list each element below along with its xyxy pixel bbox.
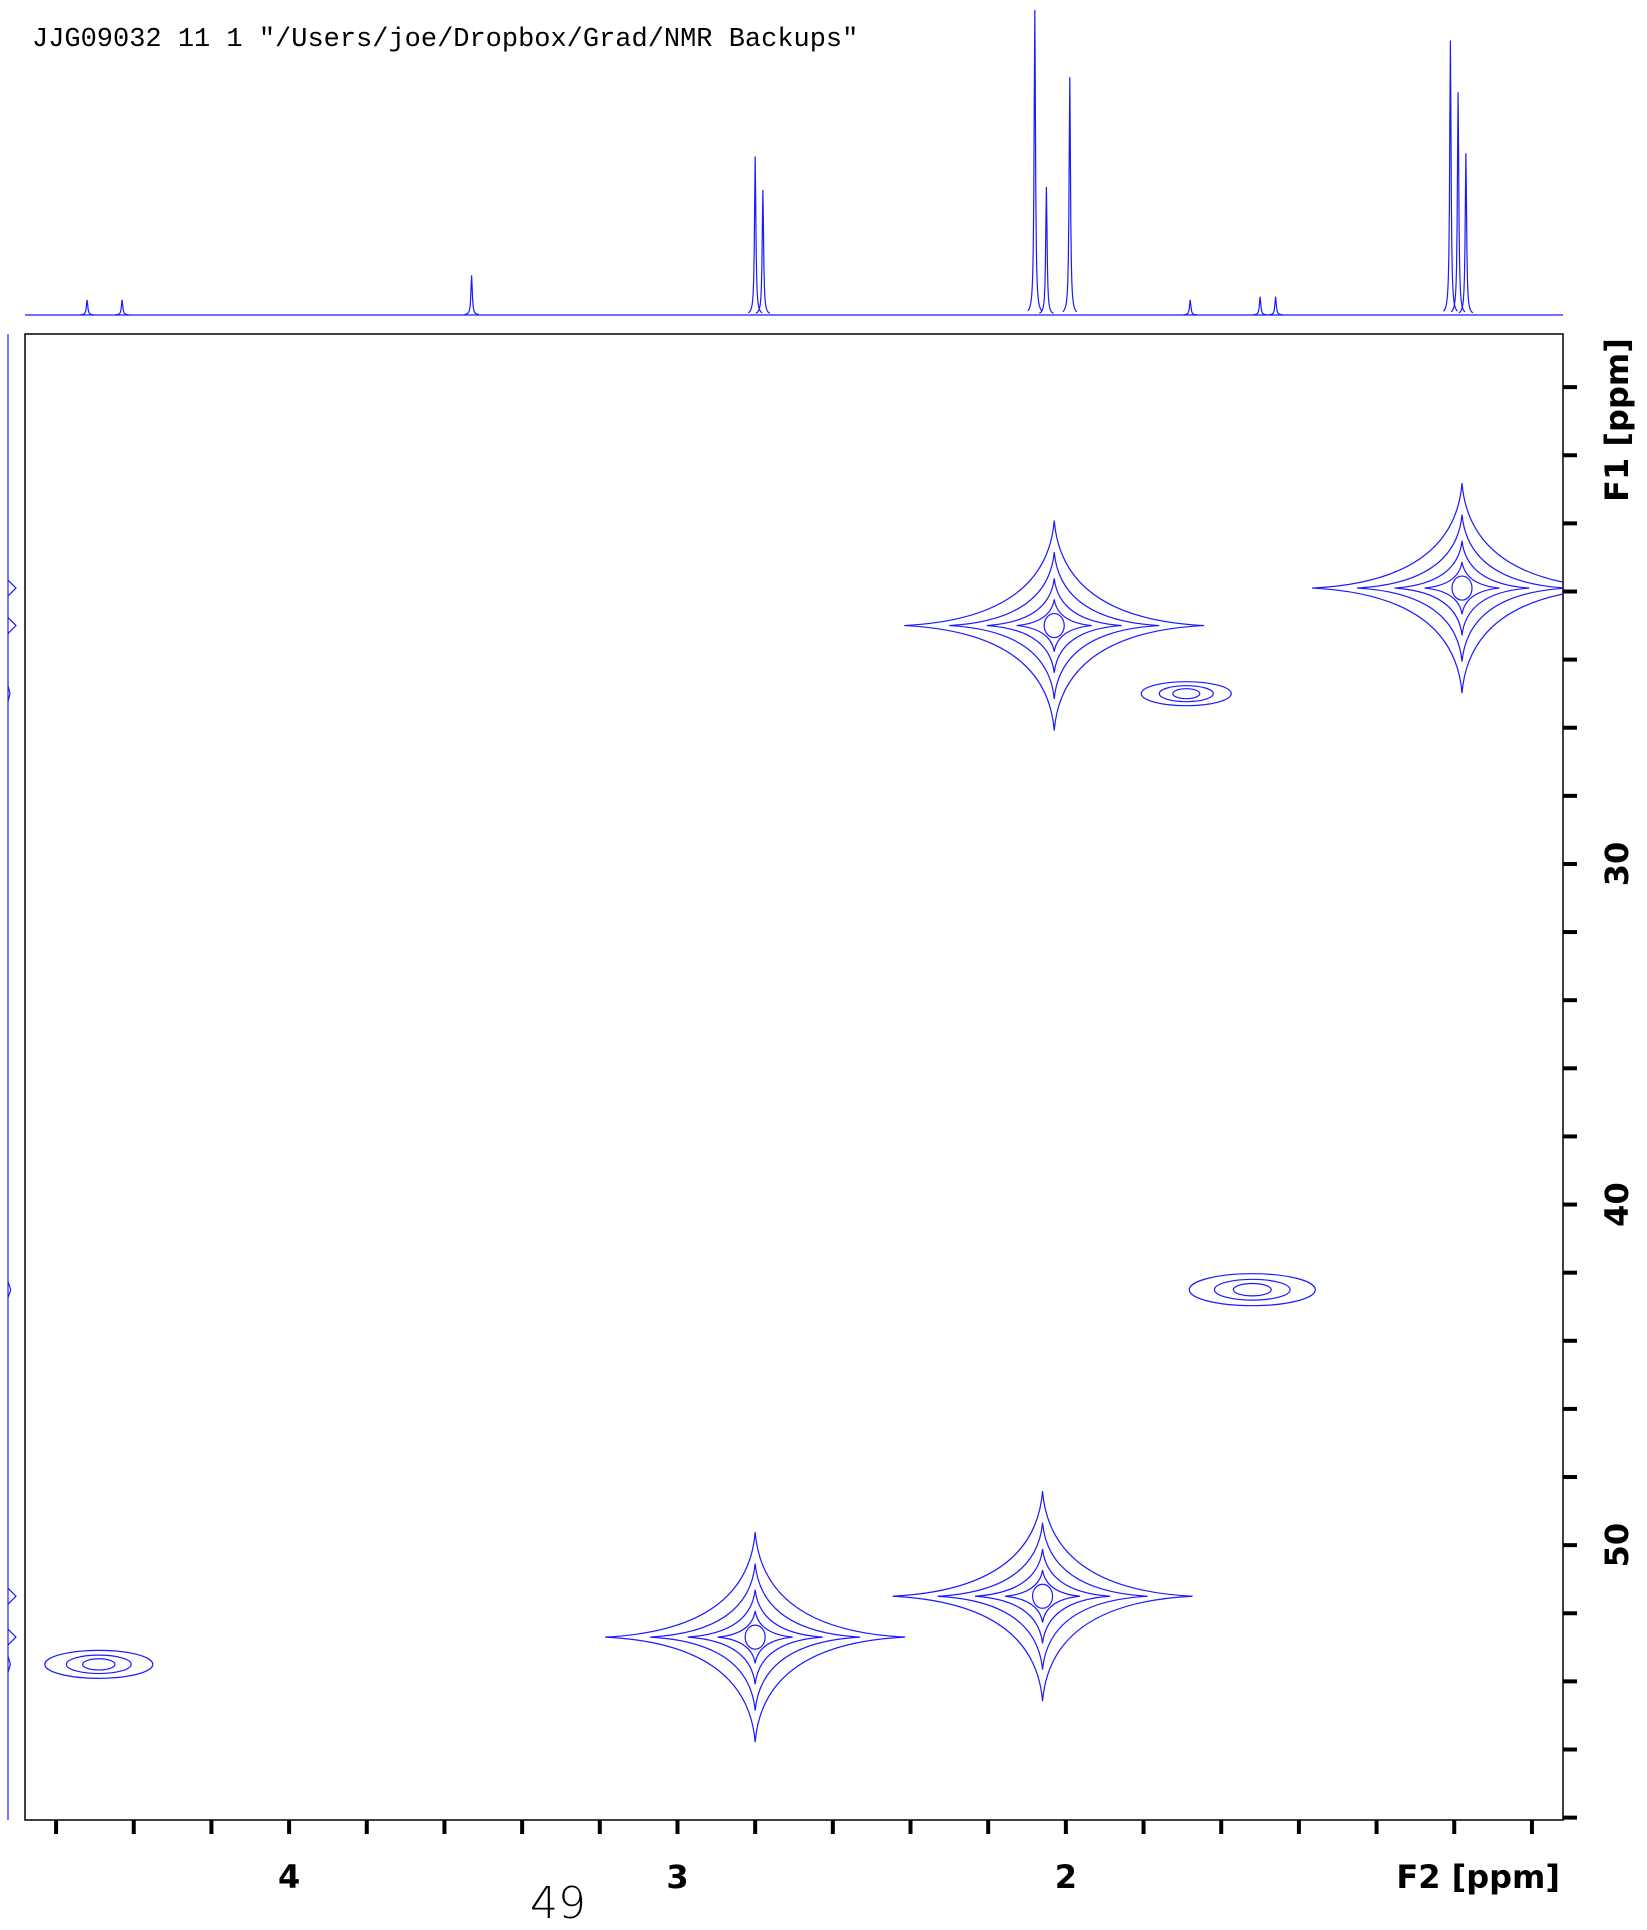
projection-peak bbox=[464, 275, 479, 316]
projection-peak bbox=[115, 299, 130, 316]
contour-level bbox=[949, 551, 1160, 700]
contour-level bbox=[650, 1563, 861, 1711]
contour-level bbox=[975, 1548, 1111, 1644]
x-axis-label: F2 [ppm] bbox=[1396, 1858, 1560, 1896]
y-tick-label: 30 bbox=[1598, 842, 1636, 887]
contour-level bbox=[1232, 1282, 1272, 1297]
f1-projection-peak bbox=[7, 617, 17, 634]
projection-peak bbox=[1268, 296, 1283, 316]
contour-level bbox=[1311, 483, 1563, 694]
x-tick-label: 4 bbox=[278, 1858, 300, 1896]
cross-peak bbox=[1140, 681, 1232, 707]
projection-peak bbox=[1450, 92, 1466, 313]
cross-peak bbox=[605, 1532, 906, 1743]
contour-core bbox=[1043, 612, 1065, 639]
projection-peak bbox=[1458, 153, 1474, 314]
contour-level bbox=[1356, 514, 1563, 662]
contour-level bbox=[1213, 1278, 1291, 1301]
f1-projection-peak bbox=[7, 579, 17, 597]
contour-level bbox=[904, 520, 1205, 731]
projection-peak bbox=[1183, 299, 1198, 316]
projection-peak bbox=[1252, 296, 1268, 316]
contour-level bbox=[892, 1491, 1193, 1702]
x-tick-label: 3 bbox=[666, 1858, 688, 1896]
contour-level bbox=[1172, 688, 1201, 700]
contour-level bbox=[1140, 681, 1232, 707]
y-tick-label: 40 bbox=[1598, 1182, 1636, 1227]
contour-level bbox=[1016, 599, 1092, 652]
cross-peak bbox=[892, 1491, 1193, 1702]
f1-projection-peak bbox=[7, 1628, 17, 1646]
contours bbox=[44, 483, 1563, 1743]
contour-level bbox=[1424, 561, 1500, 615]
projection-peak bbox=[1442, 40, 1458, 312]
contour-level bbox=[1394, 540, 1530, 636]
projection-peak bbox=[80, 299, 95, 316]
plot-frame bbox=[24, 333, 1564, 1821]
f1-projection-peak bbox=[7, 1587, 17, 1605]
f1-projection-peak bbox=[7, 685, 11, 702]
f1-projection-peak bbox=[7, 1656, 12, 1673]
f1-projection-peak bbox=[7, 1281, 12, 1298]
x-tick-label: 2 bbox=[1055, 1858, 1077, 1896]
contour-level bbox=[1188, 1273, 1316, 1307]
cross-peak bbox=[1311, 483, 1563, 694]
projection-peak bbox=[755, 189, 771, 314]
contour-level bbox=[65, 1654, 132, 1675]
projection-peak bbox=[1027, 9, 1043, 312]
projection-peak bbox=[1062, 77, 1078, 313]
contour-core bbox=[744, 1624, 766, 1650]
cross-peak bbox=[904, 520, 1205, 731]
contour-level bbox=[81, 1658, 116, 1671]
page-number: 49 bbox=[530, 1878, 586, 1929]
y-tick-label: 50 bbox=[1598, 1523, 1636, 1568]
y-axis-label: F1 [ppm] bbox=[1598, 338, 1636, 502]
cross-peak bbox=[44, 1649, 154, 1679]
contour-core bbox=[1451, 575, 1473, 601]
contour-level bbox=[986, 578, 1122, 673]
projection-peak bbox=[747, 156, 763, 314]
title: JJG09032 11 1 "/Users/joe/Dropbox/Grad/N… bbox=[32, 25, 858, 55]
contour-level bbox=[605, 1532, 906, 1743]
contour-core bbox=[1031, 1583, 1054, 1609]
projection-peak bbox=[1039, 186, 1054, 314]
contour-level bbox=[1005, 1569, 1081, 1623]
contour-level bbox=[1158, 685, 1214, 703]
contour-level bbox=[937, 1522, 1148, 1670]
contour-level bbox=[44, 1649, 154, 1679]
contour-level bbox=[687, 1589, 823, 1685]
contour-level bbox=[717, 1610, 793, 1664]
cross-peak bbox=[1188, 1273, 1316, 1307]
